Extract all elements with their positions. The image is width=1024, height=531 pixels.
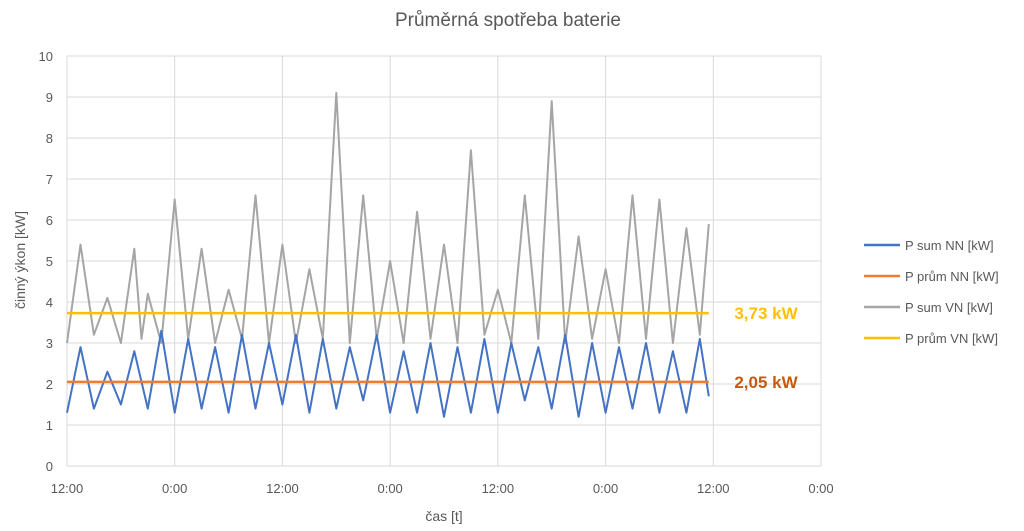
x-tick-label: 12:00 xyxy=(51,481,84,496)
x-tick-label: 12:00 xyxy=(697,481,730,496)
y-tick-label: 9 xyxy=(46,90,53,105)
x-tick-label: 0:00 xyxy=(808,481,833,496)
y-tick-label: 5 xyxy=(46,254,53,269)
y-tick-label: 0 xyxy=(46,459,53,474)
series-line-p-sum-nn-kw xyxy=(66,329,710,418)
legend: P sum NN [kW] P prům NN [kW] P sum VN [kW]… xyxy=(864,238,999,346)
average-labels: 3,73 kW 2,05 kW xyxy=(734,304,798,392)
y-tick-labels: 0 1 2 3 4 5 6 7 8 9 10 xyxy=(39,49,53,474)
chart-title: Průměrná spotřeba baterie xyxy=(395,10,621,31)
x-tick-label: 0:00 xyxy=(162,481,187,496)
y-tick-label: 3 xyxy=(46,336,53,351)
y-tick-label: 6 xyxy=(46,213,53,228)
series-lines xyxy=(66,91,710,418)
legend-label: P prům VN [kW] xyxy=(905,331,998,346)
legend-label: P sum NN [kW] xyxy=(905,238,994,253)
y-tick-label: 1 xyxy=(46,418,53,433)
y-tick-label: 8 xyxy=(46,131,53,146)
legend-label: P prům NN [kW] xyxy=(905,269,999,284)
legend-label: P sum VN [kW] xyxy=(905,300,993,315)
x-tick-labels: 12:00 0:00 12:00 0:00 12:00 0:00 12:00 0:00 xyxy=(51,481,834,496)
average-value-label: 2,05 kW xyxy=(734,373,798,392)
y-tick-label: 7 xyxy=(46,172,53,187)
y-tick-label: 10 xyxy=(39,49,53,64)
x-tick-label: 0:00 xyxy=(593,481,618,496)
grid xyxy=(66,55,822,467)
x-tick-label: 0:00 xyxy=(377,481,402,496)
y-tick-label: 2 xyxy=(46,377,53,392)
x-axis-title: čas [t] xyxy=(425,508,462,524)
y-tick-label: 4 xyxy=(46,295,53,310)
series-line-p-sum-vn-kw xyxy=(66,91,710,344)
x-tick-label: 12:00 xyxy=(266,481,299,496)
average-value-label: 3,73 kW xyxy=(734,304,798,323)
y-axis-title: činný ýkon [kW] xyxy=(12,211,28,309)
x-tick-label: 12:00 xyxy=(482,481,515,496)
